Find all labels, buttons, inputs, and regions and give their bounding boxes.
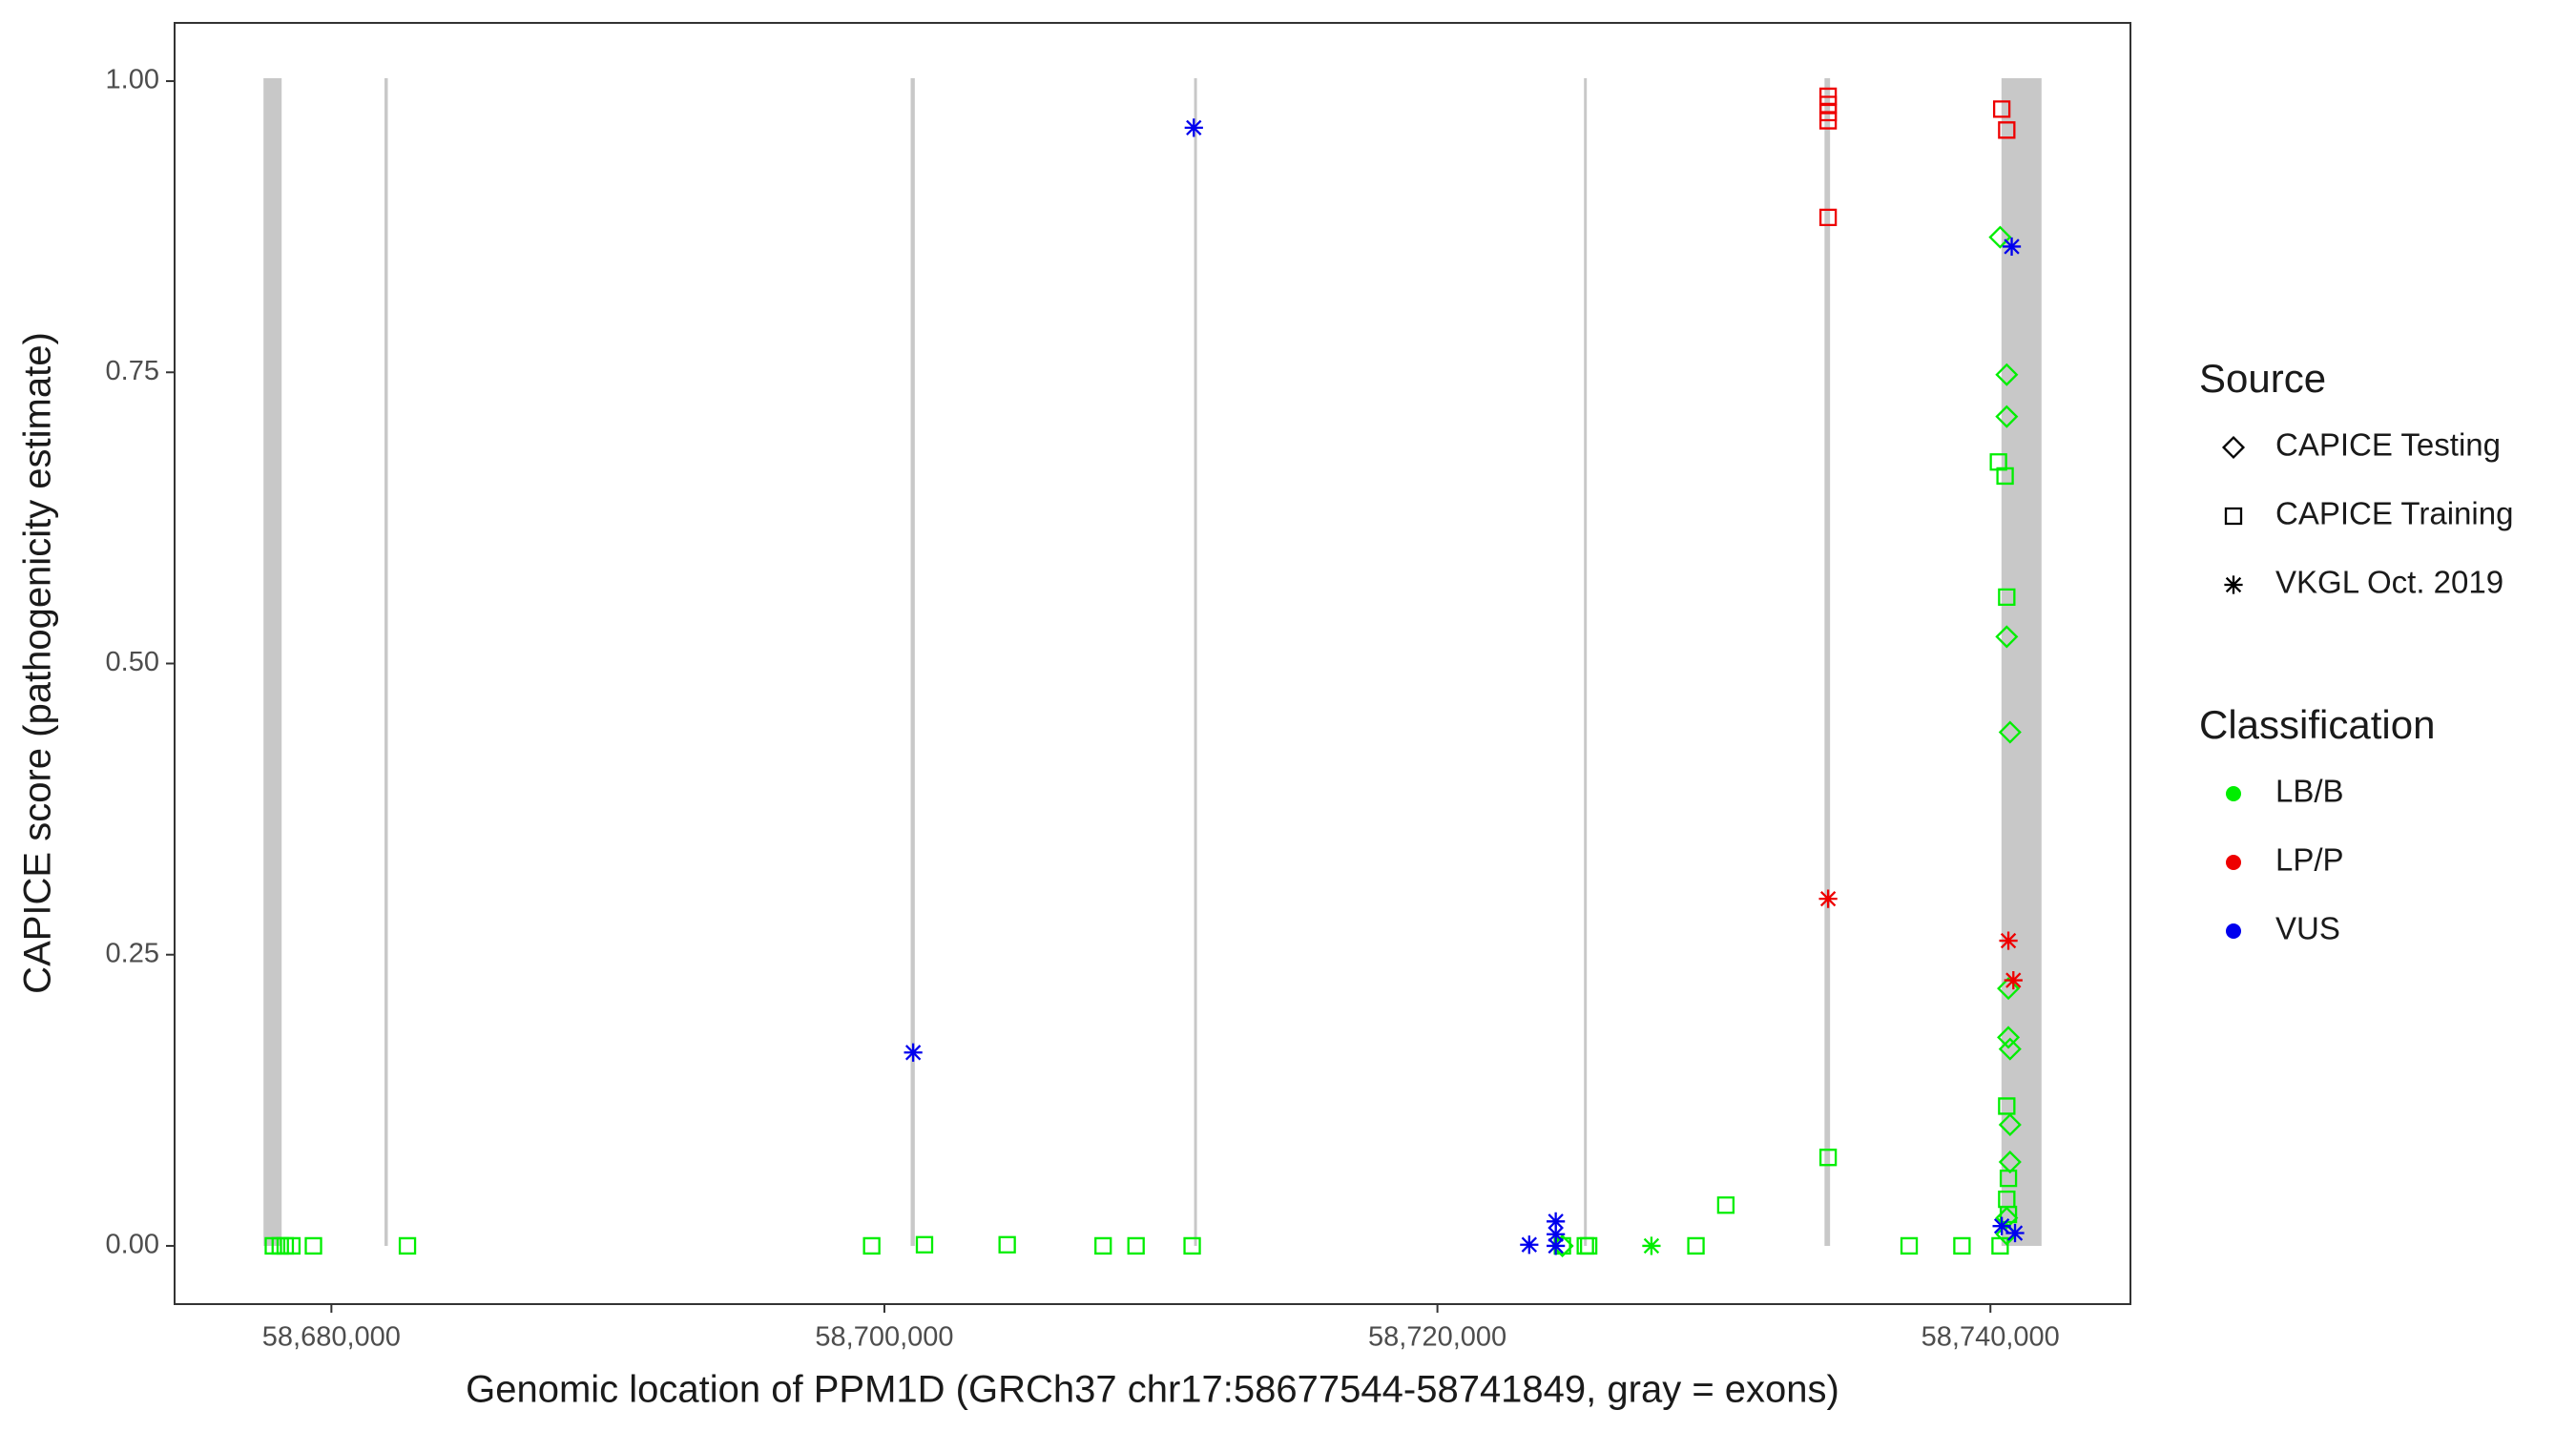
legend-symbol (2224, 507, 2243, 526)
point (1818, 208, 1838, 227)
exon-band (1584, 78, 1588, 1246)
point (1997, 1026, 2021, 1049)
y-tick-label: 0.00 (106, 1230, 159, 1260)
point (1547, 1225, 1566, 1244)
point (1900, 1236, 1919, 1255)
legend-label: LB/B (2275, 774, 2344, 809)
point (1127, 1236, 1145, 1255)
point (2002, 237, 2022, 257)
x-tick-label: 58,740,000 (1922, 1322, 2060, 1353)
point (1953, 1236, 1971, 1255)
x-tick-label: 58,700,000 (815, 1322, 953, 1353)
point (1995, 404, 2019, 428)
y-tick-label: 0.25 (106, 938, 159, 968)
exon-band (384, 78, 388, 1246)
legend-title: Source (2199, 356, 2326, 401)
point (398, 1236, 417, 1255)
legend-label: VKGL Oct. 2019 (2275, 565, 2503, 600)
point (1992, 100, 2011, 118)
point (2005, 1223, 2025, 1243)
point (1716, 1196, 1735, 1214)
exon-band (263, 78, 282, 1246)
point (1547, 1212, 1566, 1231)
point (282, 1236, 301, 1255)
legend-symbol (2226, 923, 2241, 939)
point (1998, 1112, 2022, 1137)
point (998, 1235, 1016, 1254)
legend-label: VUS (2275, 911, 2340, 946)
point (1183, 1236, 1201, 1255)
y-axis-title: CAPICE score (pathogenicity estimate) (17, 332, 59, 994)
point (1998, 588, 2016, 607)
x-tick-label: 58,680,000 (262, 1322, 401, 1353)
point (1992, 1216, 2011, 1235)
point (1997, 977, 2021, 1001)
legend-symbol (2226, 855, 2241, 870)
point (2004, 970, 2023, 990)
point (1995, 1206, 2019, 1230)
y-tick-label: 1.00 (106, 65, 159, 95)
point (1995, 625, 2019, 649)
point (1996, 467, 2014, 486)
exon-band (1194, 78, 1197, 1246)
point (1547, 1236, 1566, 1255)
point (1818, 889, 1838, 908)
legend-symbol (2221, 435, 2246, 460)
point (1642, 1236, 1661, 1255)
point (1995, 363, 2019, 386)
point (1998, 720, 2022, 744)
x-axis-title: Genomic location of PPM1D (GRCh37 chr17:… (466, 1369, 1839, 1411)
point (904, 1043, 923, 1062)
exon-band (1824, 78, 1831, 1246)
point (1999, 931, 2018, 950)
legend-label: CAPICE Testing (2275, 427, 2501, 463)
point (1579, 1236, 1598, 1255)
legend-symbol (2224, 575, 2243, 594)
point (304, 1236, 322, 1255)
legend-title: Classification (2199, 702, 2435, 747)
point (1998, 1037, 2022, 1061)
point (1989, 453, 2007, 471)
legend-symbol (2226, 786, 2241, 801)
plot-border (174, 22, 2131, 1305)
exon-band (910, 78, 915, 1246)
point (1998, 1151, 2022, 1174)
point (1094, 1236, 1112, 1255)
point (1687, 1236, 1705, 1255)
y-tick-label: 0.75 (106, 356, 159, 386)
point (1184, 118, 1203, 137)
point (1818, 112, 1838, 130)
point (1998, 1097, 2016, 1115)
point (1818, 1149, 1838, 1167)
legend-label: CAPICE Training (2275, 496, 2513, 531)
exon-band (2001, 78, 2042, 1246)
y-tick-label: 0.50 (106, 647, 159, 677)
point (915, 1235, 934, 1254)
point (1988, 225, 2012, 249)
legend-label: LP/P (2275, 842, 2344, 878)
x-tick-label: 58,720,000 (1368, 1322, 1506, 1353)
point (1991, 1236, 2009, 1255)
point (862, 1236, 881, 1255)
point (1520, 1235, 1539, 1255)
point (1998, 121, 2016, 139)
